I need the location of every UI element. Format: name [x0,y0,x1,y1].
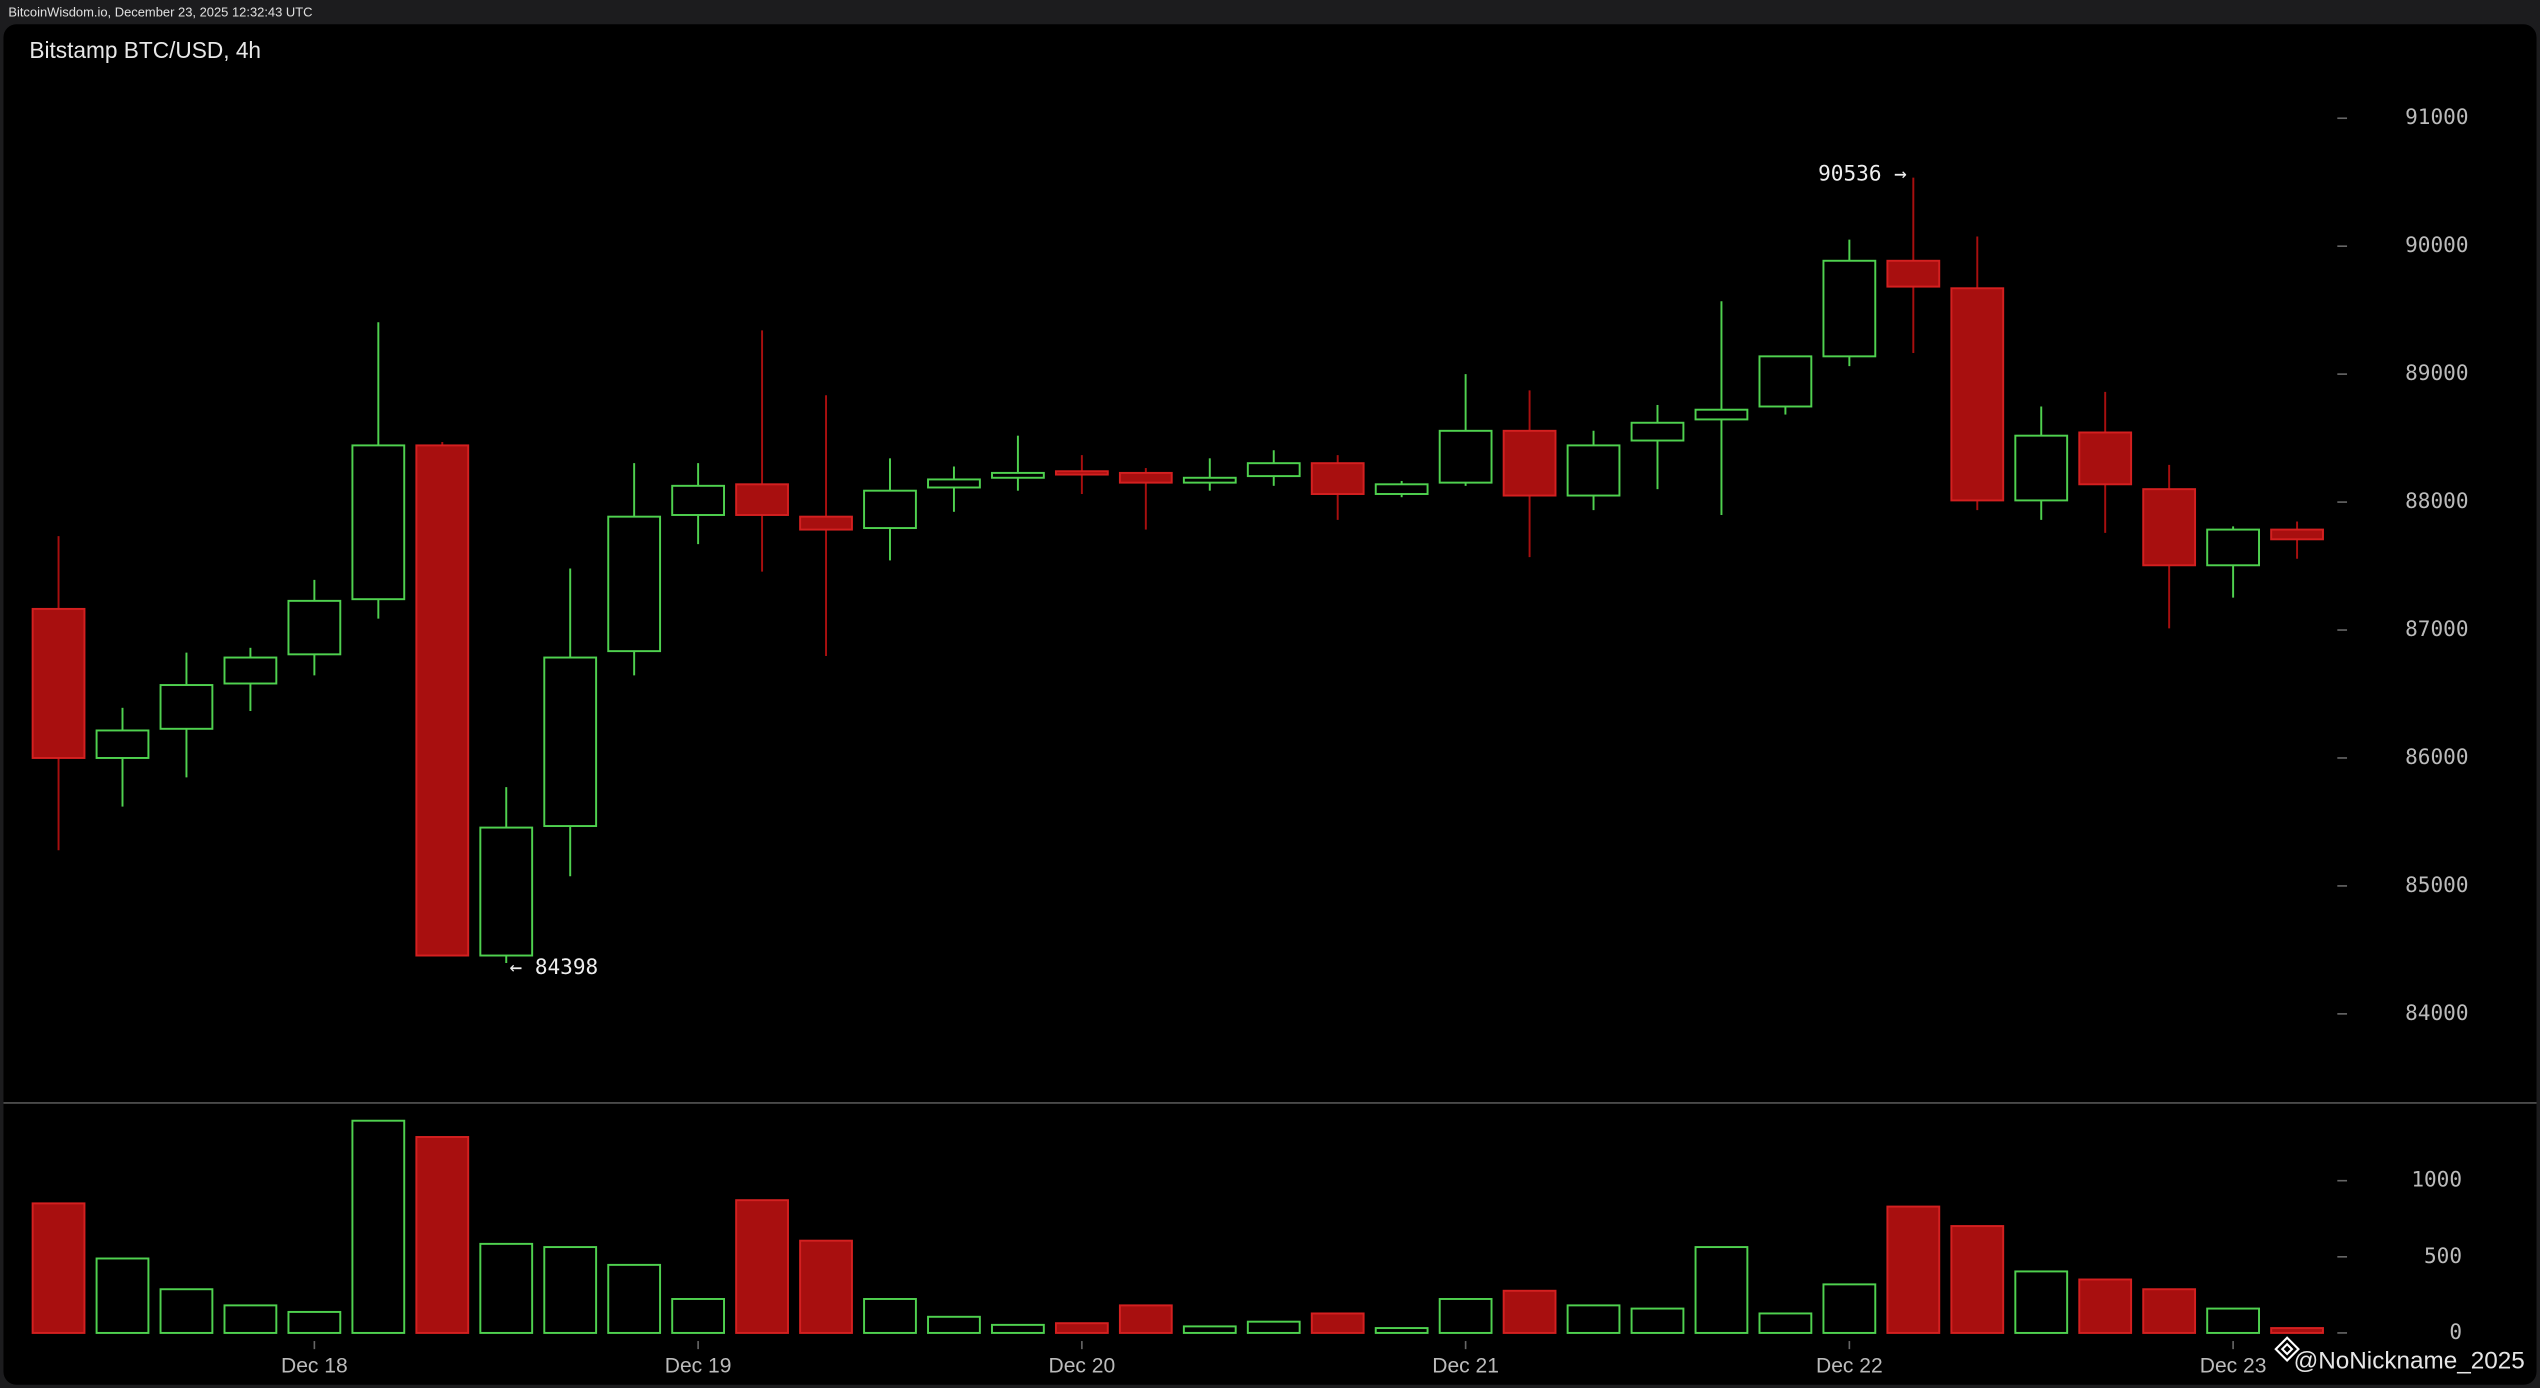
volume-bar [1886,1205,1941,1334]
candle-body [31,607,86,759]
volume-bar [1694,1246,1749,1334]
x-tick-label: Dec 18 [281,1355,348,1378]
header-text: BitcoinWisdom.io, December 23, 2025 12:3… [8,4,312,19]
volume-bar [1630,1307,1685,1334]
volume-bar [223,1304,278,1334]
candle-body [351,444,406,601]
volume-bar [1246,1320,1301,1334]
y2-tick-label: 500 [2424,1243,2462,1268]
candle-body [1054,470,1109,476]
candle-body [671,484,726,516]
candle-body [479,826,534,957]
volume-bar [1118,1304,1173,1334]
watermark-text: @NoNickname_2025 [2294,1348,2525,1375]
candle-body [1758,355,1813,408]
x-tick-label: Dec 22 [1816,1355,1883,1378]
volume-bar [543,1246,598,1334]
volume-bar [2270,1327,2324,1334]
high-annotation: 90536 → [1818,160,1907,185]
candle-body [2206,528,2260,567]
volume-bar [1822,1283,1877,1334]
volume-bar [1182,1325,1237,1334]
volume-bar [607,1263,662,1334]
candle-body [991,471,1045,479]
candle-body [607,515,662,653]
volume-bar [479,1242,534,1334]
candle-body [1310,462,1365,495]
chart-panel [3,24,2537,1385]
volume-bar [2206,1307,2260,1334]
candle-body [287,599,342,656]
y-tick-label: 90000 [2405,232,2468,257]
candle-body [2142,488,2197,567]
candle-body [1950,287,2005,502]
volume-bar [735,1199,789,1334]
volume-bar [799,1239,853,1334]
volume-bar [287,1310,342,1334]
candle-body [863,489,917,530]
candle-body [735,483,789,516]
volume-bar [927,1315,981,1334]
volume-bar [31,1202,86,1334]
x-tick-label: Dec 19 [665,1355,732,1378]
candle-body [1886,259,1941,288]
y-tick-label: 87000 [2405,616,2468,641]
candle-body [799,515,853,531]
candle-body [543,656,598,828]
candle-body [1246,462,1301,478]
volume-bar [351,1119,406,1334]
candle-body [95,729,150,759]
volume-bar [863,1298,917,1334]
candle-body [223,656,278,685]
volume-bar [415,1136,470,1334]
candle-body [1694,408,1749,421]
volume-bar [159,1288,214,1334]
candle-body [1374,483,1429,495]
candle-body [2270,528,2324,541]
candle-body [2014,434,2069,502]
candle-body [927,478,981,489]
watermark: @NoNickname_2025 [2274,1336,2525,1375]
volume-bar [1054,1322,1109,1334]
volume-bar [95,1257,150,1334]
volume-bar [1502,1289,1557,1334]
candle-body [1822,259,1877,358]
candle-body [1182,476,1237,484]
volume-bar [671,1298,726,1334]
volume-bar [1758,1312,1813,1334]
candle-body [2078,431,2133,486]
x-tick-label: Dec 23 [2200,1355,2267,1378]
candle-body [415,444,470,957]
y-tick-label: 88000 [2405,488,2468,513]
candle-body [1566,444,1621,497]
volume-bar [1310,1312,1365,1334]
candle-body [159,684,214,730]
volume-bar [1438,1298,1493,1334]
candle-body [1118,471,1173,484]
watermark-icon [2274,1336,2300,1362]
y2-tick-label: 0 [2449,1319,2462,1344]
y2-tick-label: 1000 [2411,1167,2462,1192]
volume-bar [2078,1278,2133,1334]
y-tick-label: 84000 [2405,1000,2468,1025]
y-tick-label: 89000 [2405,360,2468,385]
chart-title: Bitstamp BTC/USD, 4h [29,37,261,63]
low-annotation: ← 84398 [509,954,598,979]
candle-body [1502,429,1557,497]
volume-bar [1950,1225,2005,1334]
volume-bar [1374,1327,1429,1334]
y-tick-label: 91000 [2405,104,2468,129]
candle-body [1630,421,1685,442]
x-tick-label: Dec 20 [1049,1355,1116,1378]
volume-bar [991,1323,1045,1334]
volume-bar [2142,1288,2197,1334]
y-tick-label: 86000 [2405,744,2468,769]
x-tick-label: Dec 21 [1432,1355,1499,1378]
candle-body [1438,429,1493,484]
y-tick-label: 85000 [2405,872,2468,897]
volume-bar [1566,1304,1621,1334]
volume-bar [2014,1270,2069,1334]
